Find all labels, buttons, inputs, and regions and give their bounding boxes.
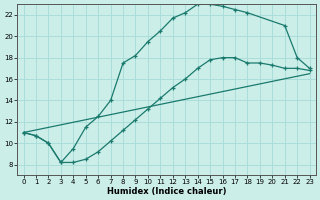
X-axis label: Humidex (Indice chaleur): Humidex (Indice chaleur) (107, 187, 226, 196)
